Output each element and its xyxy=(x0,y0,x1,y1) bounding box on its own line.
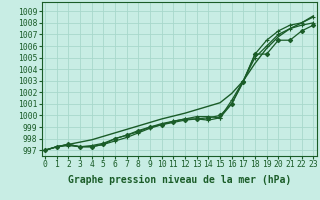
X-axis label: Graphe pression niveau de la mer (hPa): Graphe pression niveau de la mer (hPa) xyxy=(68,175,291,185)
